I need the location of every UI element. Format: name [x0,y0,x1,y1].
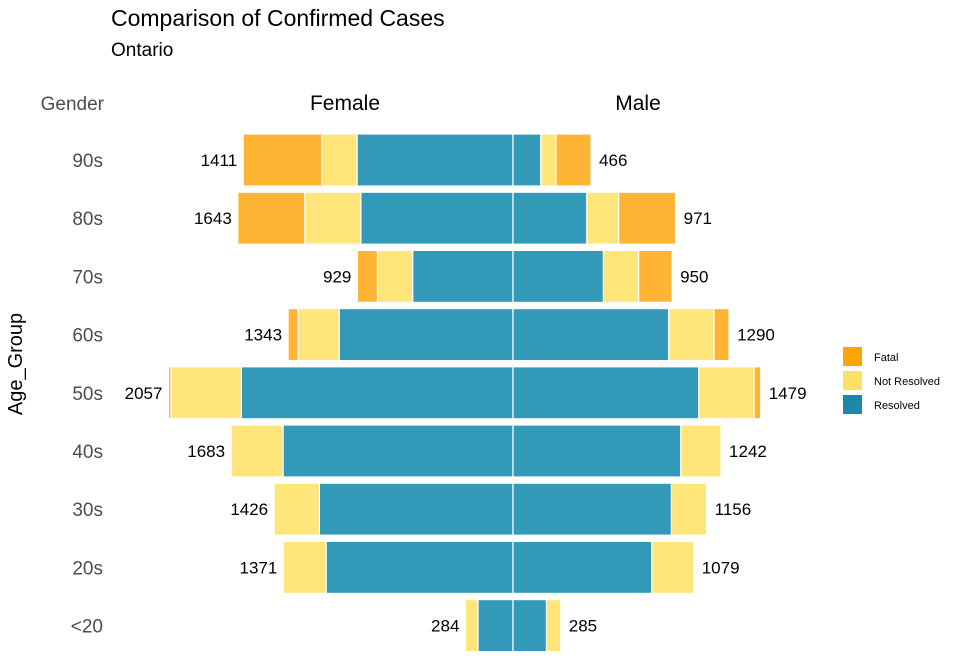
bar-male-70s-not-resolved [602,249,640,303]
bar-male-60s-resolved [512,308,670,362]
bar-female-70s-not-resolved [376,249,414,303]
total-label-male-80s: 971 [684,209,712,228]
y-axis-title: Age_Group [5,313,27,415]
bar-female-90s-not-resolved [321,133,358,187]
bar-female-90s-resolved [356,133,514,187]
bar-male-20-resolved [512,598,548,653]
bar-male-60s-not-resolved [668,308,715,362]
legend-label-not-resolved: Not Resolved [874,376,940,388]
legend-label-resolved: Resolved [874,400,920,412]
legend-swatch-fatal [843,347,862,366]
bar-female-60s-fatal [287,308,299,362]
bar-female-60s-not-resolved [297,308,340,362]
bar-male-70s-resolved [512,249,605,303]
age-group-label-40s: 40s [72,442,103,463]
facet-label-male: Male [615,92,661,115]
bar-male-30s-not-resolved [670,482,708,536]
age-group-label-90s: 90s [72,151,103,172]
bar-male-60s-fatal [713,308,730,362]
bar-male-20s-not-resolved [651,540,695,595]
total-label-female-40s: 1683 [187,442,225,461]
total-label-female-90s: 1411 [201,151,238,170]
total-label-male-90s: 466 [599,151,627,170]
bar-female-80s-fatal [237,191,306,245]
age-group-label-20s: 20s [72,558,103,579]
total-label-male-30s: 1156 [715,500,752,519]
bar-female-80s-resolved [360,191,514,245]
total-label-female-30s: 1426 [230,500,268,519]
legend-label-fatal: Fatal [874,352,898,364]
bar-female-30s-not-resolved [273,482,320,536]
bar-male-50s-fatal [753,366,762,420]
bar-male-80s-resolved [512,191,588,245]
bar-male-40s-not-resolved [680,424,722,478]
bar-female-30s-resolved [318,482,514,536]
bar-male-80s-not-resolved [586,191,620,245]
total-label-female-70s: 929 [323,267,351,286]
bar-male-80s-fatal [618,191,677,245]
bar-female-20s-resolved [325,540,514,595]
chart-subtitle: Ontario [111,40,173,61]
age-group-label-70s: 70s [72,267,103,288]
total-label-male-20: 285 [569,617,597,636]
bar-female-90s-fatal [242,133,323,187]
bar-male-50s-resolved [512,366,700,420]
total-label-female-20s: 1371 [240,558,278,577]
age-group-label-20: <20 [71,617,103,638]
legend-swatch-not-resolved [843,371,862,390]
total-label-male-20s: 1079 [702,558,740,577]
labels-layer: 1411 466 90s 1643 971 80s 929 950 70s 1343 1290 60s… [71,151,807,638]
bar-female-60s-resolved [338,308,514,362]
bar-female-80s-not-resolved [304,191,362,245]
bar-male-70s-fatal [638,249,673,303]
bar-female-70s-fatal [356,249,379,303]
chart-title: Comparison of Confirmed Cases [111,5,445,31]
row-facet-label: Gender [41,94,105,115]
bar-female-50s-resolved [240,366,514,420]
total-label-female-20: 284 [431,617,459,636]
total-label-male-50s: 1479 [769,384,807,403]
bar-female-20s-not-resolved [282,540,327,595]
total-label-male-60s: 1290 [737,326,775,345]
legend-swatch-resolved [843,395,862,414]
bar-female-40s-resolved [282,424,514,478]
age-group-label-30s: 30s [72,500,103,521]
bar-male-50s-not-resolved [698,366,755,420]
total-label-female-50s: 2057 [125,384,163,403]
bar-female-50s-not-resolved [170,366,242,420]
bar-male-20-not-resolved [545,598,562,653]
bar-male-30s-resolved [512,482,673,536]
bar-female-20-resolved [477,598,514,653]
bar-male-90s-fatal [555,133,592,187]
age-group-label-60s: 60s [72,326,103,347]
facet-label-female: Female [310,92,380,115]
bar-female-70s-resolved [412,249,514,303]
age-group-label-50s: 50s [72,384,103,405]
bar-male-40s-resolved [512,424,682,478]
total-label-female-80s: 1643 [194,209,232,228]
bar-female-50s-fatal [167,366,172,420]
bars-layer [167,133,762,653]
legend: Fatal Not Resolved Resolved [843,347,940,414]
bar-male-90s-resolved [512,133,542,187]
bar-female-40s-not-resolved [230,424,284,478]
bar-male-20s-resolved [512,540,653,595]
age-group-label-80s: 80s [72,209,103,230]
total-label-female-60s: 1343 [244,326,282,345]
bar-male-90s-not-resolved [540,133,557,187]
total-label-male-70s: 950 [680,267,708,286]
bar-female-20-not-resolved [464,598,479,653]
total-label-male-40s: 1242 [729,442,767,461]
